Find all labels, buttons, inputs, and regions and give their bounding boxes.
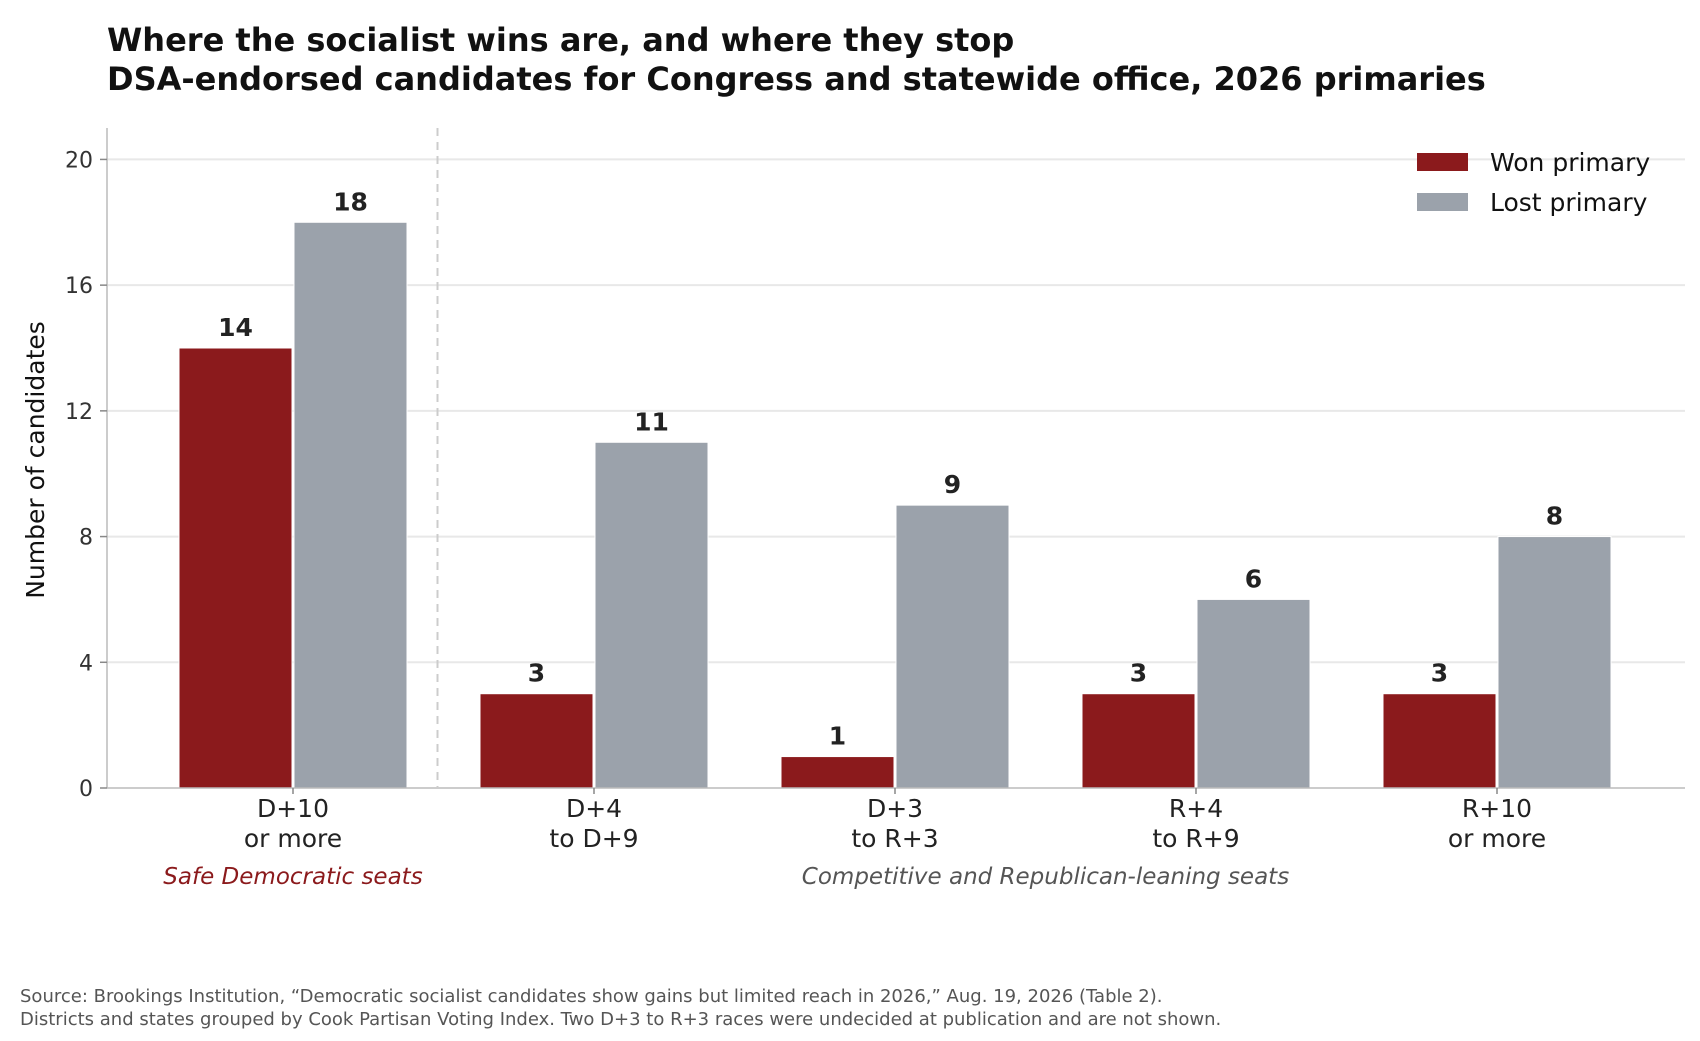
x-tick-label: D+4 [566,794,622,823]
x-tick-label: R+4 [1169,794,1223,823]
data-label: 3 [1431,659,1448,688]
bar-lost [293,221,408,789]
chart-title: Where the socialist wins are, and where … [107,21,1014,59]
y-ticks: 0 4 8 12 16 20 [65,148,107,802]
x-tick-label: to R+9 [1152,824,1239,853]
group-labels: Safe Democratic seats Competitive and Rep… [163,864,1289,890]
data-label: 6 [1245,564,1262,593]
x-tick-label: or more [244,824,342,853]
data-label: 1 [829,722,846,751]
bar-won [1081,693,1196,789]
bar-won [178,347,293,789]
data-label: 14 [218,313,253,342]
bar-lost [1497,536,1612,789]
data-label: 18 [333,187,368,216]
data-label: 11 [634,407,669,436]
source-line-2: Districts and states grouped by Cook Par… [20,1009,1221,1030]
legend-label: Lost primary [1490,188,1648,217]
legend: Won primary Lost primary [1417,148,1650,217]
data-label: 8 [1546,502,1563,531]
chart-subtitle: DSA-endorsed candidates for Congress and… [107,60,1486,98]
y-tick-label: 20 [65,148,93,173]
data-label: 3 [528,659,545,688]
y-tick-label: 0 [79,777,93,802]
x-tick-label: or more [1448,824,1546,853]
axes [106,128,1685,789]
bar-won [780,756,895,789]
bar-lost [594,441,709,789]
y-tick-label: 4 [79,651,93,676]
y-tick-label: 12 [65,400,93,425]
data-labels: 14 3 1 3 3 18 11 9 6 8 [218,187,1563,750]
x-tick-label: R+10 [1462,794,1532,823]
bar-won [1382,693,1497,789]
bar-won [479,693,594,789]
legend-swatch [1417,153,1468,171]
legend-swatch [1417,193,1468,211]
group-label: Safe Democratic seats [163,864,422,890]
source-line-1: Source: Brookings Institution, “Democrat… [20,986,1163,1007]
data-label: 3 [1130,659,1147,688]
bar-lost [1196,598,1311,789]
y-tick-label: 8 [79,526,93,551]
bars [178,221,1612,789]
bar-lost [895,504,1010,789]
x-tick-label: to R+3 [851,824,938,853]
legend-label: Won primary [1490,148,1650,177]
x-tick-label: D+10 [257,794,329,823]
x-tick-label: D+3 [867,794,923,823]
x-tick-label: to D+9 [549,824,638,853]
y-tick-label: 16 [65,274,93,299]
y-axis-label: Number of candidates [21,321,50,599]
group-label: Competitive and Republican-leaning seats [802,864,1289,890]
data-label: 9 [944,470,961,499]
